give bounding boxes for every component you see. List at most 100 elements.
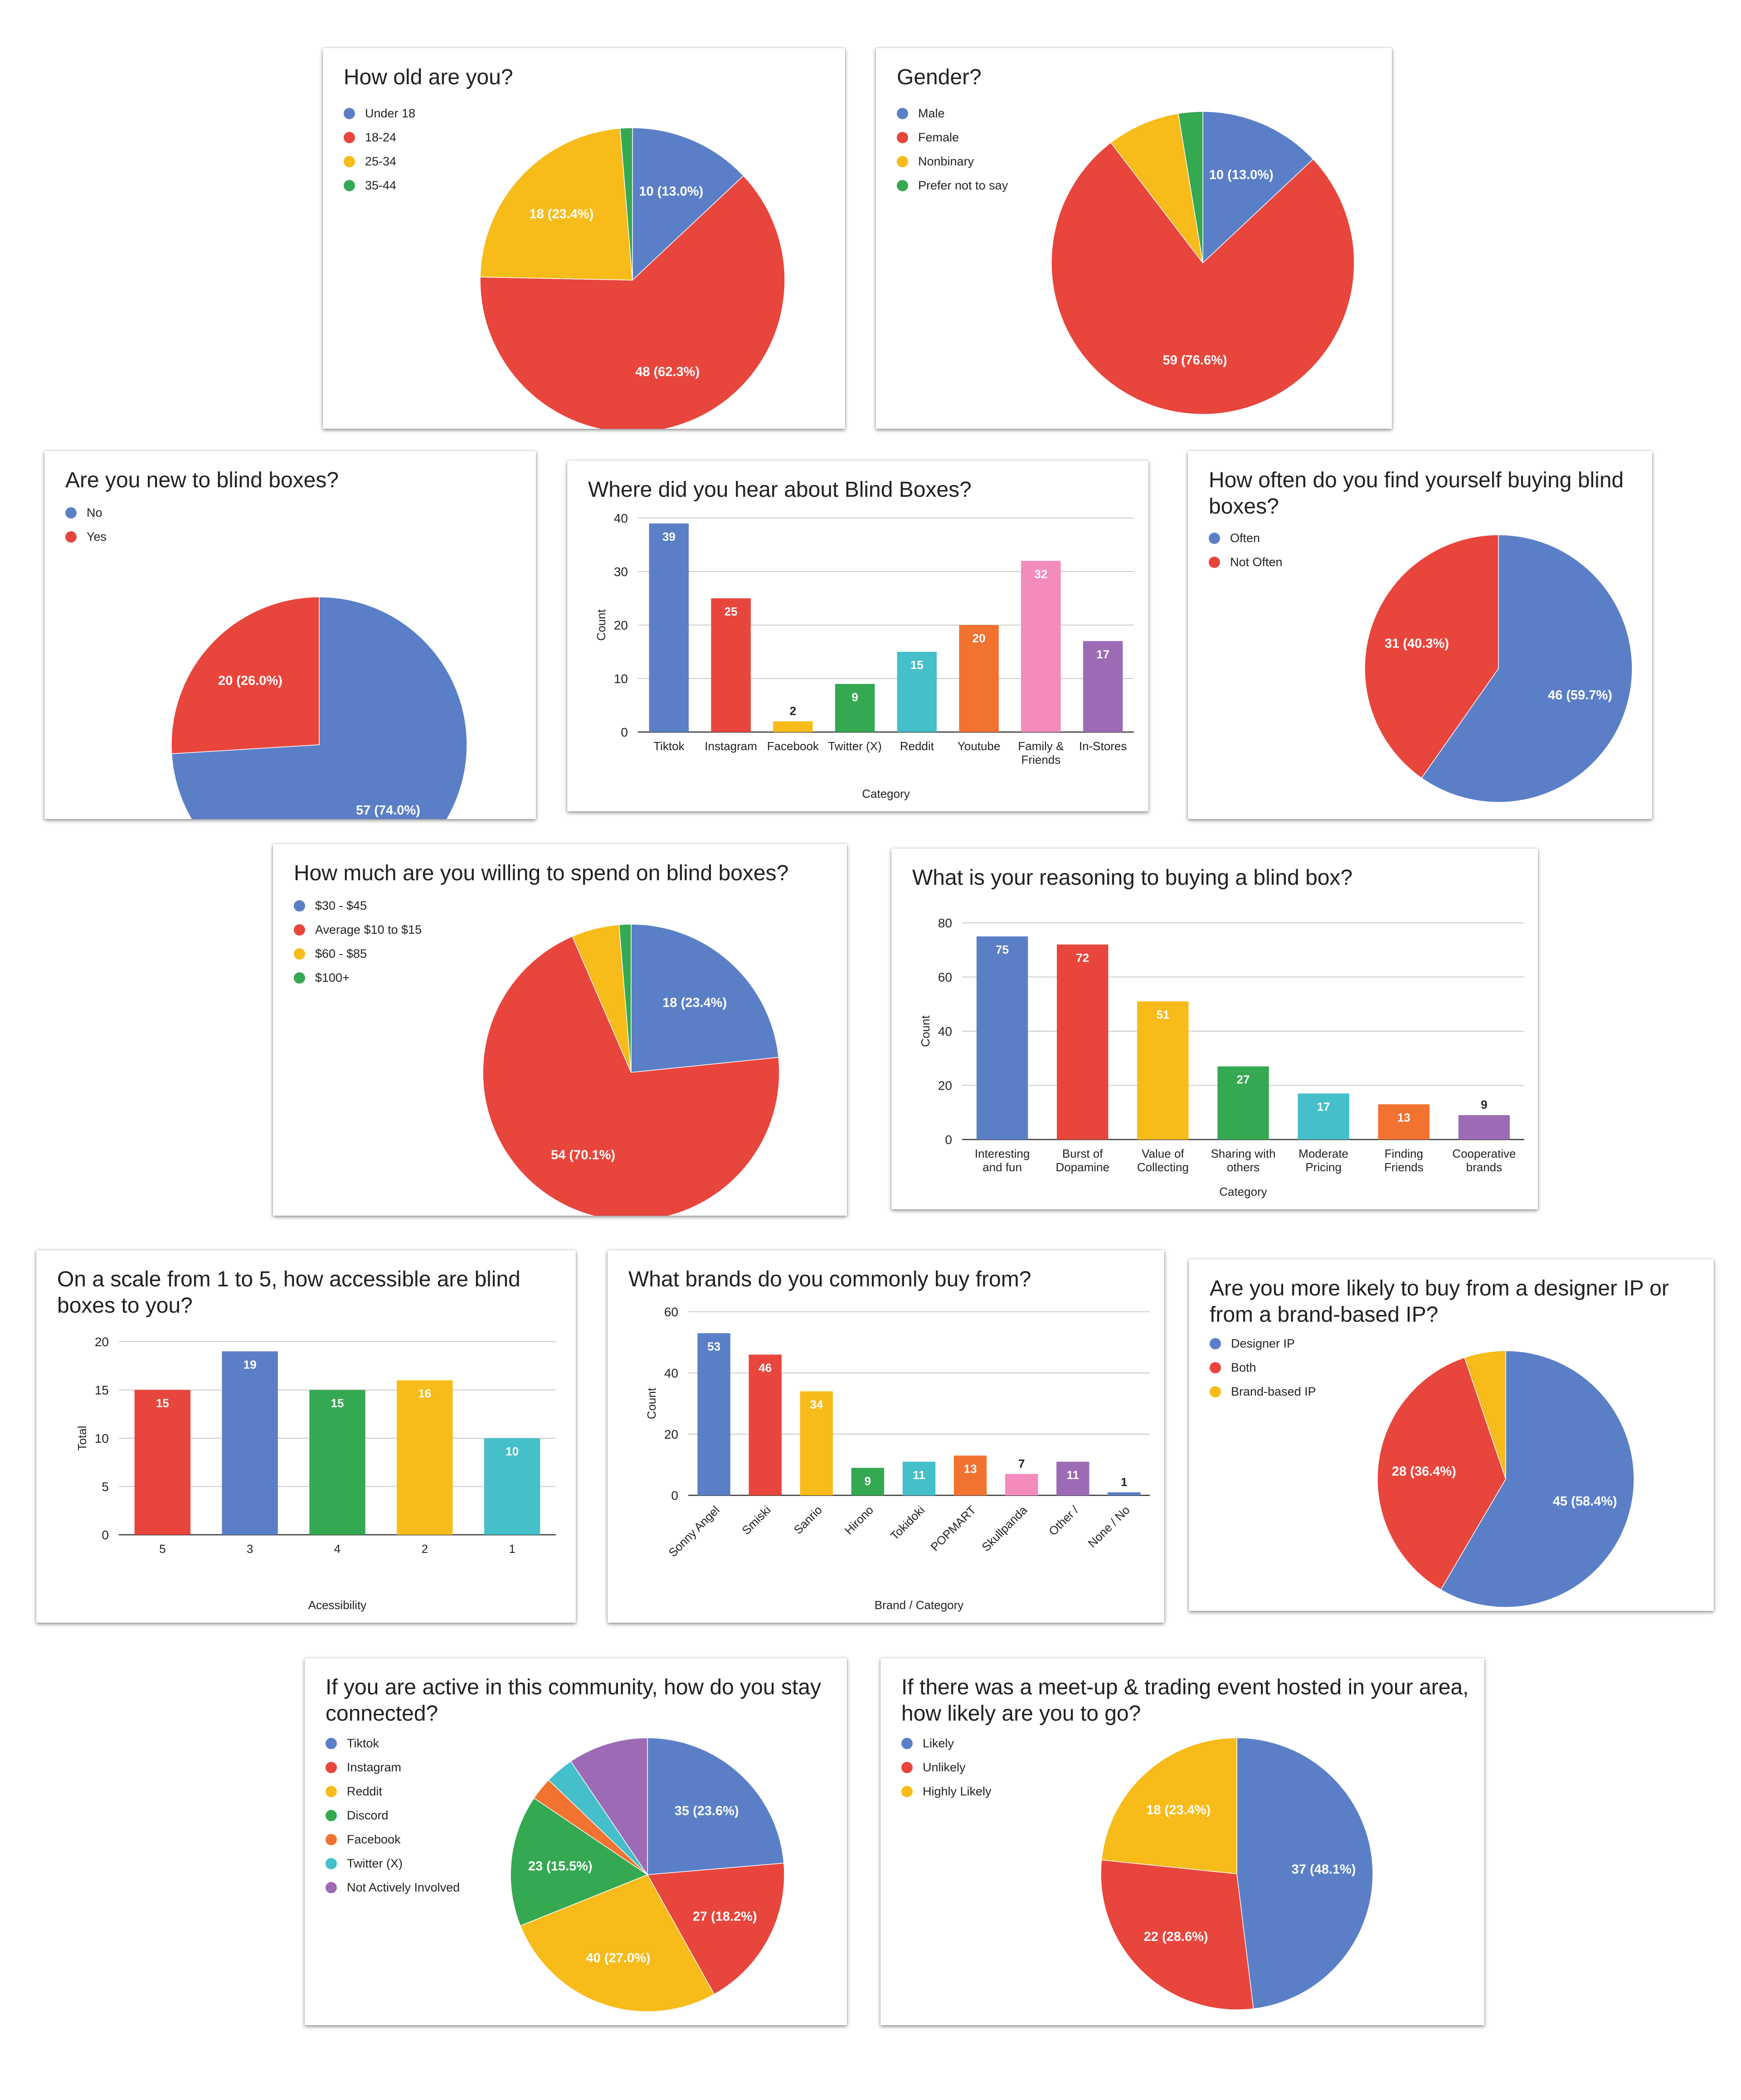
- pie-slice-brand-based-ip: [1464, 1350, 1506, 1479]
- bar-value-label-instagram: 25: [725, 605, 738, 618]
- y-tick-label: 5: [102, 1480, 109, 1494]
- bar-value-label-1: 10: [506, 1445, 519, 1458]
- chart-legend: Under 18 18-24 25-34 35-44: [344, 102, 415, 198]
- legend-label: $100+: [315, 971, 350, 985]
- legend-label: Both: [1231, 1361, 1256, 1374]
- legend-label: Female: [918, 131, 959, 144]
- bar-hirono: [851, 1468, 885, 1496]
- pie-data-label-yes: 20 (26.0%): [218, 674, 282, 688]
- bar-value-label-youtube: 20: [973, 631, 986, 645]
- chart-plot: 0 20 40 60 Count 53 Sonny Angel 46 Smiski 34 Sanri…: [645, 1305, 1150, 1612]
- legend-swatch: [901, 1738, 913, 1749]
- bar-in-stores: [1083, 641, 1123, 732]
- legend-item-brand-based-ip: Brand-based IP: [1210, 1380, 1316, 1404]
- bar-value-label-finding-friends: 13: [1397, 1111, 1410, 1124]
- legend-item-likely: Likely: [901, 1731, 992, 1756]
- chart-card-spend: How much are you willing to spend on bli…: [273, 844, 847, 1216]
- pie-slice-female: [1051, 142, 1355, 415]
- pie-slice-not-often: [1364, 534, 1499, 779]
- chart-plot: 35 (23.6%) 27 (18.2%) 40 (27.0%) 23 (15.5%): [510, 1737, 785, 2012]
- chart-card-gender: Gender? Male Female Nonbinary Prefer not to…: [876, 48, 1392, 429]
- chart-card-ip: Are you more likely to buy from a design…: [1189, 1259, 1714, 1611]
- legend-swatch: [344, 108, 355, 119]
- bar-value-label-smiski: 46: [759, 1361, 772, 1375]
- y-tick-label: 20: [95, 1335, 109, 1349]
- bar-youtube: [959, 625, 999, 732]
- y-tick-label: 0: [102, 1528, 109, 1542]
- legend-swatch: [897, 156, 908, 167]
- legend-swatch: [1210, 1338, 1221, 1349]
- legend-label: No: [87, 506, 102, 519]
- chart-plot: 0 10 20 30 40 Count 39 Tiktok 25 Instagram 2 Facebo…: [594, 511, 1134, 800]
- chart-plot: 57 (74.0%) 20 (26.0%): [171, 597, 467, 819]
- legend-item-designer-ip: Designer IP: [1210, 1332, 1316, 1356]
- x-tick-label-youtube: Youtube: [958, 739, 1000, 753]
- pie-slice-male: [1202, 111, 1314, 264]
- x-tick-label-twitter-x: Twitter (X): [828, 739, 881, 753]
- legend-label: Average $10 to $15: [315, 923, 422, 936]
- x-tick-label-burst-of-dopamine: Burst of: [1062, 1147, 1103, 1160]
- x-tick-label-2: 2: [422, 1542, 428, 1556]
- pie-slice-25-34: [480, 128, 633, 281]
- pie-data-label-tiktok: 35 (23.6%): [675, 1804, 739, 1819]
- chart-title: Where did you hear about Blind Boxes?: [588, 478, 972, 502]
- legend-swatch: [326, 1882, 337, 1893]
- pie-slice-100: [618, 924, 632, 1073]
- pie-data-label-both: 28 (36.4%): [1392, 1465, 1456, 1479]
- bar-value-label-burst-of-dopamine: 72: [1076, 951, 1089, 965]
- x-tick-label-facebook: Facebook: [767, 739, 819, 753]
- pie-slice-prefer-not-to-say: [1177, 111, 1203, 263]
- legend-label: Prefer not to say: [918, 179, 1008, 192]
- chart-card-often: How often do you find yourself buying bl…: [1188, 451, 1652, 819]
- chart-card-meetup: If there was a meet-up & trading event h…: [880, 1658, 1484, 2025]
- chart-card-age: How old are you? Under 18 18-24 25-34 35-44…: [323, 48, 845, 429]
- chart-card-community: If you are active in this community, how…: [305, 1658, 847, 2025]
- pie-data-label-18-24: 48 (62.3%): [635, 365, 700, 379]
- legend-item-highly-likely: Highly Likely: [901, 1780, 992, 1804]
- bar-value-label-reddit: 15: [910, 658, 924, 672]
- legend-item-35-44: 35-44: [344, 174, 415, 198]
- legend-item-25-34: 25-34: [344, 150, 415, 174]
- pie-slice-tiktok: [647, 1737, 784, 1875]
- legend-label: Not Often: [1230, 555, 1283, 569]
- legend-label: Yes: [87, 530, 107, 543]
- pie-data-label-average-10-to-15: 54 (70.1%): [551, 1148, 615, 1163]
- bar-sharing-with-others: [1217, 1066, 1269, 1140]
- pie-data-label-25-34: 18 (23.4%): [529, 207, 593, 222]
- bar-value-label-interesting-and-fun: 75: [996, 943, 1009, 956]
- bar-value-label-value-of-collecting: 51: [1156, 1008, 1169, 1021]
- legend-label: Designer IP: [1231, 1337, 1295, 1350]
- chart-card-new: Are you new to blind boxes? No Yes 57 (74…: [44, 451, 536, 819]
- chart-title: Are you more likely to buy from a design…: [1210, 1276, 1669, 1327]
- pie-data-label-designer-ip: 45 (58.4%): [1553, 1494, 1617, 1509]
- x-tick-label-tokidoki: Tokidoki: [888, 1503, 928, 1543]
- legend-label: Unlikely: [923, 1761, 966, 1774]
- legend-swatch: [326, 1738, 337, 1749]
- y-tick-label: 80: [938, 916, 952, 930]
- legend-item-facebook: Facebook: [326, 1828, 460, 1852]
- pie-slice-likely: [1236, 1737, 1373, 2009]
- chart-plot: 10 (13.0%) 59 (76.6%): [1051, 111, 1355, 415]
- bar-value-label-facebook: 2: [790, 704, 796, 718]
- x-axis-label: Acessibility: [308, 1598, 367, 1612]
- x-axis-label: Category: [1219, 1185, 1267, 1198]
- bar-other: [1056, 1461, 1089, 1496]
- pie-data-label-discord: 23 (15.5%): [528, 1859, 593, 1874]
- x-tick-label-5: 5: [159, 1542, 165, 1556]
- chart-card-access: On a scale from 1 to 5, how accessible a…: [36, 1250, 576, 1623]
- y-tick-label: 20: [614, 618, 628, 632]
- pie-data-label-not-often: 31 (40.3%): [1385, 636, 1449, 651]
- legend-label: Instagram: [347, 1761, 402, 1774]
- x-tick-label-instagram: Instagram: [705, 739, 757, 753]
- bar-none-no: [1108, 1492, 1141, 1496]
- chart-legend: Often Not Often: [1209, 526, 1283, 574]
- pie-data-label-reddit: 40 (27.0%): [586, 1951, 651, 1965]
- bar-interesting-and-fun: [976, 936, 1028, 1140]
- legend-swatch: [897, 180, 908, 191]
- x-tick-label-interesting-and-fun: Interesting: [975, 1147, 1030, 1160]
- bar-4: [309, 1390, 365, 1535]
- bar-value-label-cooperative-brands: 9: [1481, 1098, 1487, 1111]
- pie-data-label-often: 46 (59.7%): [1548, 688, 1612, 703]
- bar-value-of-collecting: [1137, 1001, 1189, 1140]
